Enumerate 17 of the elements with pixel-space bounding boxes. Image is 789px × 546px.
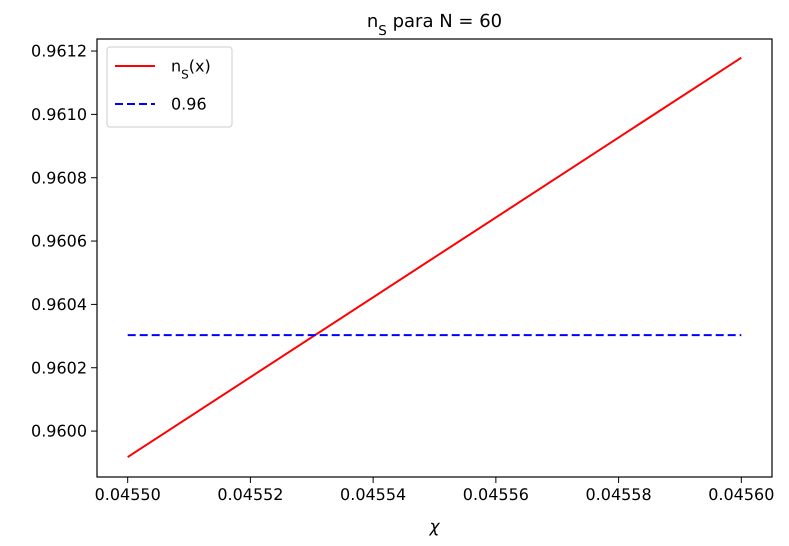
y-tick-label: 0.9602 bbox=[31, 358, 87, 378]
legend-label: 0.96 bbox=[171, 94, 207, 114]
y-tick-label: 0.9608 bbox=[31, 168, 87, 188]
legend-label: n$_{S}$(x) bbox=[171, 56, 211, 82]
x-tick-label: 0.04560 bbox=[708, 485, 774, 504]
x-axis-title: χ bbox=[428, 517, 440, 537]
x-tick-label: 0.04550 bbox=[94, 485, 161, 504]
x-tick-label: 0.04556 bbox=[462, 485, 529, 504]
y-tick-label: 0.9604 bbox=[31, 294, 87, 314]
chart-title: n$_{S}$ para N = 60 bbox=[366, 11, 502, 39]
x-tick-label: 0.04558 bbox=[586, 485, 652, 504]
y-tick-label: 0.9610 bbox=[31, 104, 87, 124]
x-tick-label: 0.04554 bbox=[340, 485, 406, 504]
x-tick-label: 0.04552 bbox=[217, 485, 284, 504]
y-tick-label: 0.9612 bbox=[31, 42, 87, 61]
y-tick-label: 0.9606 bbox=[31, 232, 87, 251]
y-tick-label: 0.9600 bbox=[31, 422, 87, 441]
